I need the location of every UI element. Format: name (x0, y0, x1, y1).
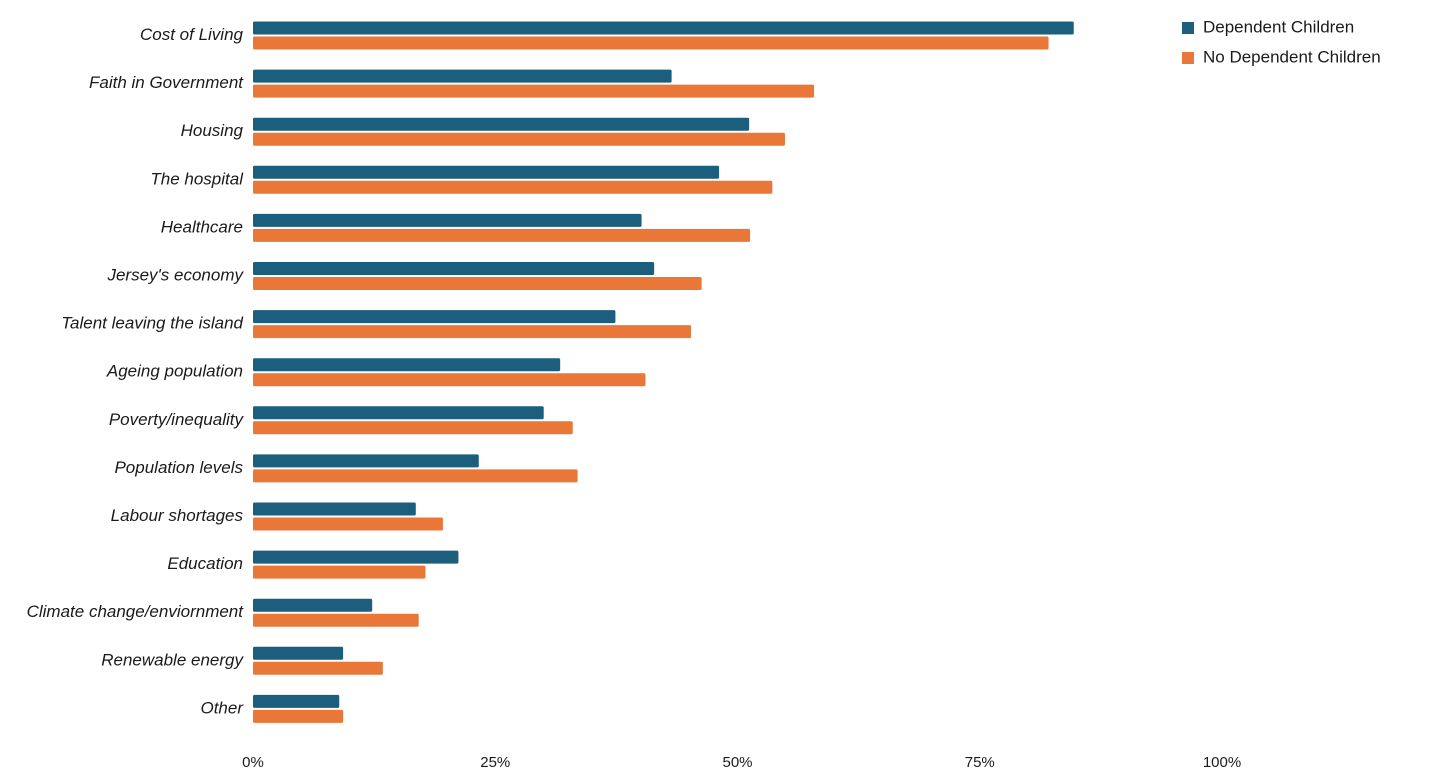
bar-climate-change-enviornment-dependent-children (253, 598, 373, 612)
x-tick-label-25: 25% (480, 754, 510, 771)
category-label-jersey-s-economy: Jersey's economy (106, 265, 244, 284)
bar-renewable-energy-dependent-children (253, 646, 344, 660)
bar-talent-leaving-the-island-dependent-children (253, 310, 616, 324)
bar-cost-of-living-dependent-children (253, 21, 1074, 35)
bar-jersey-s-economy-dependent-children (253, 262, 655, 275)
category-label-faith-in-government: Faith in Government (89, 73, 244, 92)
legend: Dependent Children No Dependent Children (1182, 17, 1381, 66)
category-label-renewable-energy: Renewable energy (101, 650, 244, 669)
legend-label-no-dependent-children: No Dependent Children (1203, 47, 1381, 66)
bar-healthcare-dependent-children (253, 213, 642, 227)
category-label-the-hospital: The hospital (150, 169, 244, 188)
bar-labour-shortages-no-dependent-children (253, 517, 443, 531)
bar-faith-in-government-dependent-children (253, 69, 672, 83)
bar-ageing-population-no-dependent-children (253, 373, 646, 387)
x-tick-label-75: 75% (965, 754, 995, 771)
bar-jersey-s-economy-no-dependent-children (253, 277, 702, 290)
category-labels: Cost of Living Faith in Government Housing… (27, 25, 245, 717)
legend-label-dependent-children: Dependent Children (1203, 17, 1354, 36)
bar-healthcare-no-dependent-children (253, 228, 751, 242)
bar-talent-leaving-the-island-no-dependent-children (253, 325, 691, 339)
bar-population-levels-dependent-children (253, 454, 479, 468)
x-axis-tick-labels: 0% 25% 50% 75% 100% (242, 754, 1241, 771)
category-label-poverty-inequality: Poverty/inequality (109, 410, 245, 429)
bar-poverty-inequality-no-dependent-children (253, 421, 573, 435)
bar-the-hospital-no-dependent-children (253, 180, 773, 194)
bar-renewable-energy-no-dependent-children (253, 661, 383, 675)
legend-swatch-dependent-children (1182, 22, 1194, 34)
bar-faith-in-government-no-dependent-children (253, 84, 815, 98)
category-label-talent-leaving-the-island: Talent leaving the island (61, 314, 243, 333)
bar-other-dependent-children (253, 694, 340, 708)
bar-the-hospital-dependent-children (253, 165, 720, 179)
bar-housing-no-dependent-children (253, 132, 785, 146)
x-tick-label-0: 0% (242, 754, 264, 771)
category-label-other: Other (200, 698, 244, 717)
category-label-climate-change-enviornment: Climate change/enviornment (27, 602, 245, 621)
category-label-education: Education (167, 554, 243, 573)
bar-poverty-inequality-dependent-children (253, 406, 544, 420)
bar-labour-shortages-dependent-children (253, 502, 416, 516)
bar-education-no-dependent-children (253, 565, 426, 579)
bar-housing-dependent-children (253, 117, 750, 131)
x-tick-label-50: 50% (722, 754, 752, 771)
bar-ageing-population-dependent-children (253, 358, 561, 372)
bar-other-no-dependent-children (253, 709, 344, 723)
x-tick-label-100: 100% (1203, 754, 1241, 771)
bar-cost-of-living-no-dependent-children (253, 36, 1049, 50)
bar-population-levels-no-dependent-children (253, 469, 578, 483)
bars-group (253, 21, 1074, 723)
category-label-labour-shortages: Labour shortages (111, 506, 244, 525)
bar-education-dependent-children (253, 550, 459, 564)
category-label-housing: Housing (181, 121, 244, 140)
bar-climate-change-enviornment-no-dependent-children (253, 613, 419, 627)
legend-swatch-no-dependent-children (1182, 52, 1194, 64)
category-label-population-levels: Population levels (114, 458, 243, 477)
category-label-healthcare: Healthcare (161, 217, 243, 236)
category-label-cost-of-living: Cost of Living (140, 25, 244, 44)
category-label-ageing-population: Ageing population (106, 362, 243, 381)
